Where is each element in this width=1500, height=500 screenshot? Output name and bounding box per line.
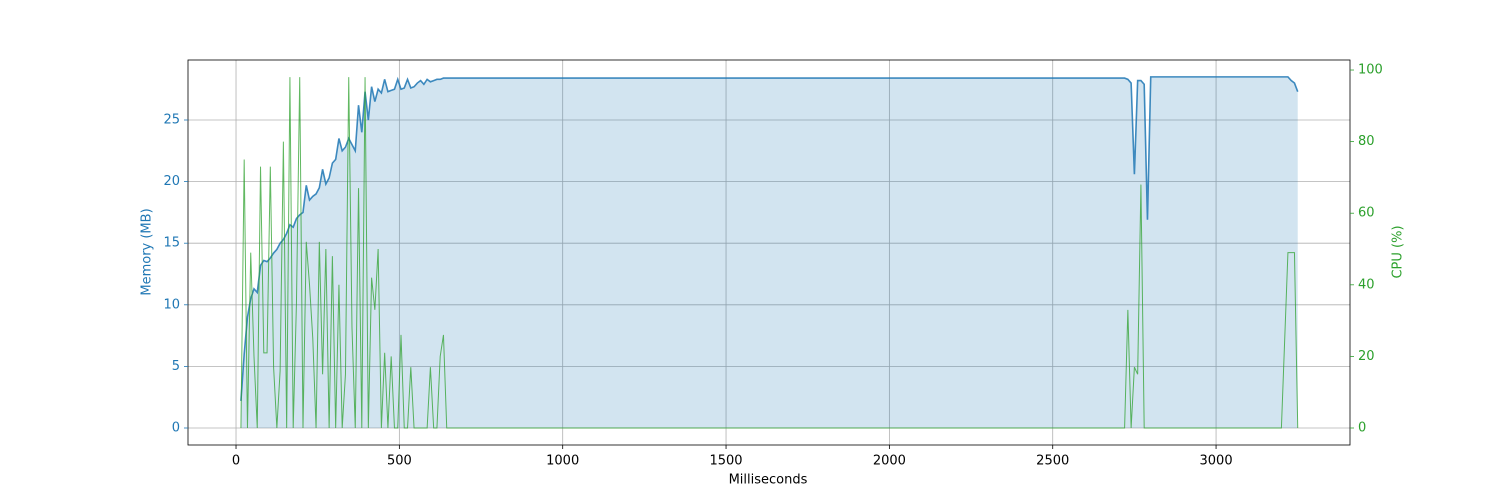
line xyxy=(240,77,1299,429)
plot-marks xyxy=(240,76,1299,429)
x-tick-label: 1000 xyxy=(546,454,579,469)
y2-tick-label: 100 xyxy=(1358,63,1383,78)
y-tick-label: 0 xyxy=(172,420,180,435)
y-tick-label: 10 xyxy=(163,297,180,312)
y2-tick-label: 0 xyxy=(1358,420,1366,435)
grid xyxy=(188,60,1350,445)
y-tick-label: 25 xyxy=(163,112,180,127)
x-tick-label: 0 xyxy=(232,454,240,469)
y2-axis-label: CPU (%) xyxy=(1391,225,1406,278)
y2-tick-label: 20 xyxy=(1358,349,1375,364)
x-tick-label: 3000 xyxy=(1200,454,1233,469)
area xyxy=(240,76,1298,428)
x-axis-label: Milliseconds xyxy=(729,473,808,488)
x-tick-label: 2000 xyxy=(873,454,906,469)
plot-frame xyxy=(187,59,1351,446)
y2-tick-label: 40 xyxy=(1358,277,1375,292)
y-tick-label: 20 xyxy=(163,174,180,189)
x-tick-label: 2500 xyxy=(1036,454,1069,469)
y2-tick-label: 60 xyxy=(1358,206,1375,221)
x-tick-label: 1500 xyxy=(709,454,742,469)
y-tick-label: 5 xyxy=(172,359,180,374)
y-axis-label: Memory (MB) xyxy=(140,208,155,295)
x-tick-label: 500 xyxy=(387,454,412,469)
y-tick-label: 15 xyxy=(163,236,180,251)
y2-tick-label: 80 xyxy=(1358,134,1375,149)
